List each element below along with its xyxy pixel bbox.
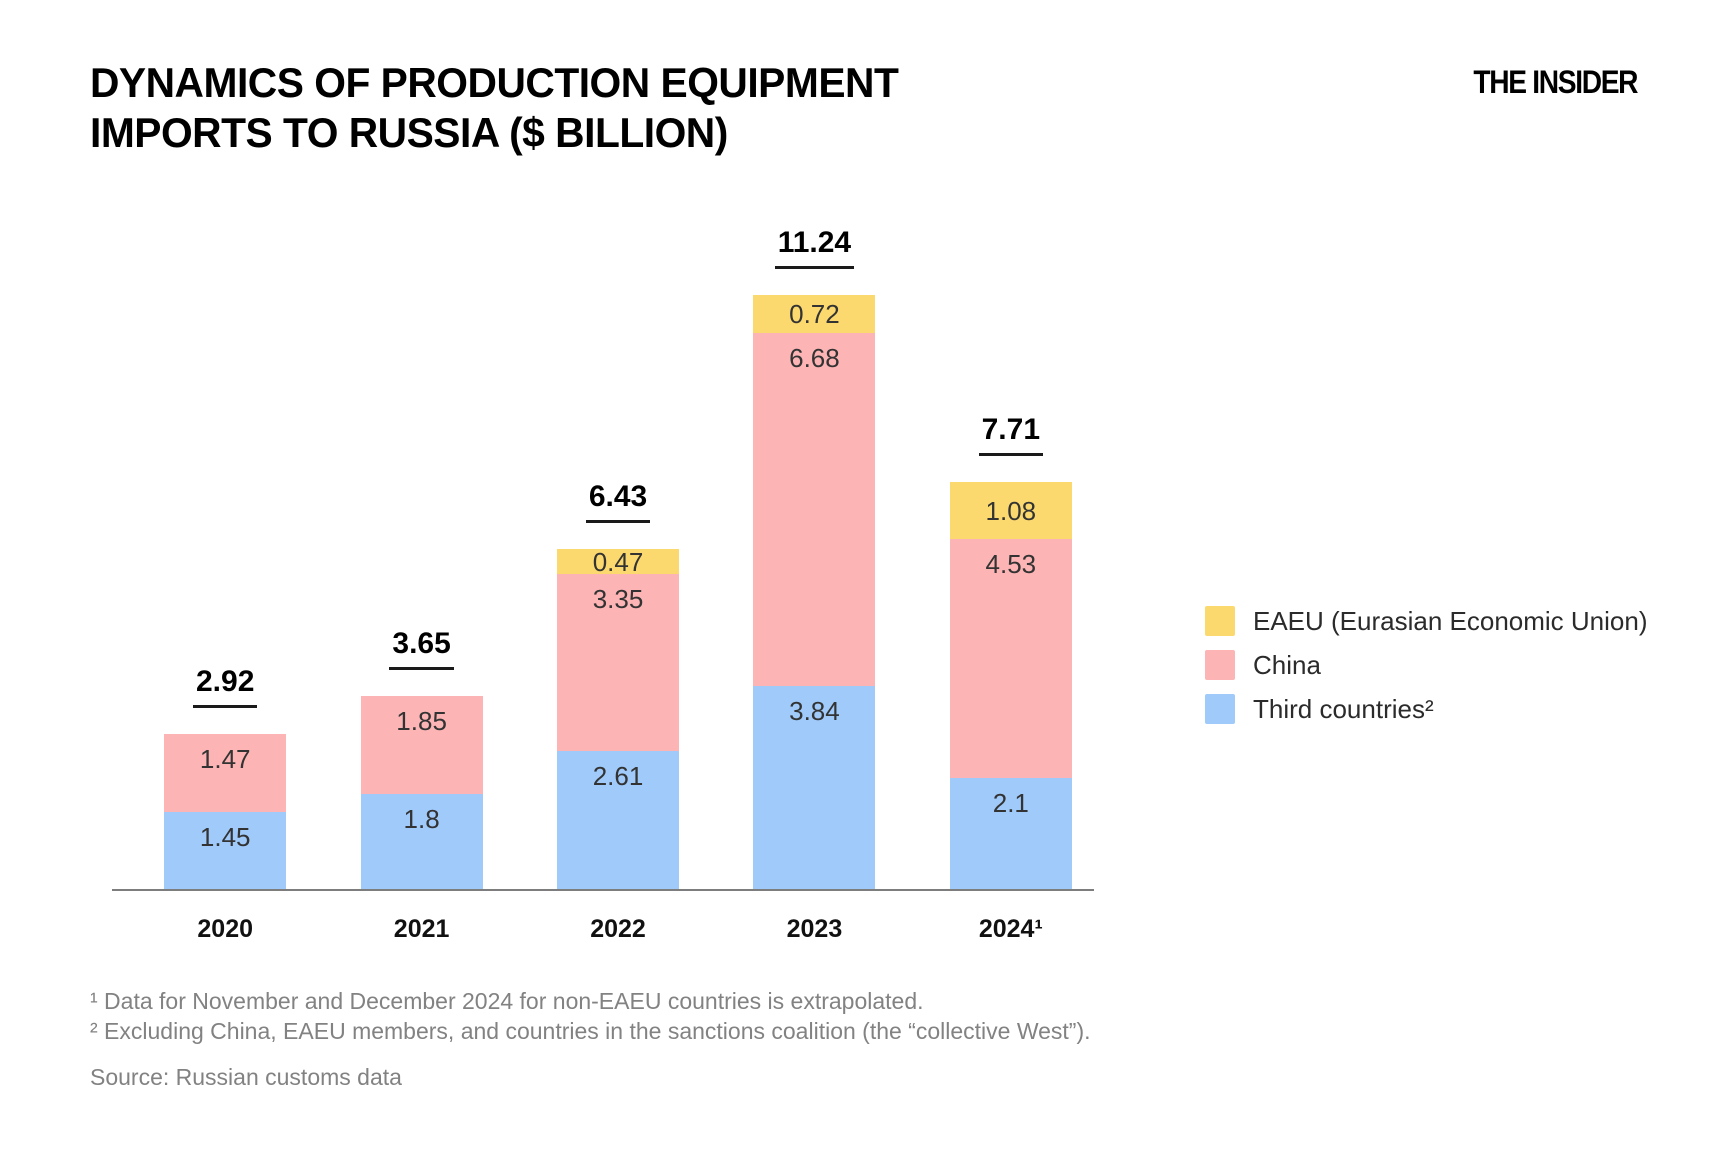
bar-total-label: 7.71 — [978, 413, 1044, 456]
bar-segment-value: 1.08 — [985, 495, 1037, 526]
bar-segment-value: 1.47 — [199, 744, 251, 774]
x-axis-labels: 2020 2021 2022 2023 2024¹ — [127, 915, 1109, 944]
bar-segment: 1.85 — [360, 696, 483, 794]
footnote-2: ² Excluding China, EAEU members, and cou… — [90, 1018, 1091, 1044]
bar-segment-value: 6.68 — [789, 343, 840, 373]
bar-total-label: 3.65 — [389, 627, 454, 670]
bar-segment: 3.35 — [557, 574, 680, 751]
bar-segment: 3.84 — [753, 686, 876, 889]
footnote-1: ¹ Data for November and December 2024 fo… — [90, 988, 924, 1014]
x-axis-tick-label: 2022 — [590, 915, 646, 943]
bar-segment-value: 1.8 — [403, 804, 440, 834]
stacked-bar: 0.47 3.35 2.61 — [557, 546, 680, 889]
legend-label: Third countries² — [1253, 693, 1434, 724]
bar-segment-value: 0.72 — [789, 299, 840, 329]
bar-segment: 2.1 — [949, 778, 1072, 889]
x-axis-tick-label: 2021 — [393, 915, 450, 943]
x-axis-line — [112, 889, 1094, 891]
bar-group: 2.92 1.47 1.45 — [127, 665, 323, 889]
bar-segment: 6.68 — [753, 333, 876, 686]
legend: EAEU (Eurasian Economic Union) China Third… — [1205, 606, 1648, 724]
page-title-line1: DYNAMICS OF PRODUCTION EQUIPMENT — [90, 59, 899, 106]
bar-segment: 2.61 — [557, 751, 680, 889]
bar-segment: 0.47 — [557, 546, 680, 577]
bars-row: 2.92 1.47 1.45 3.65 1.85 1.8 6.43 0.47 3.35 2.61 1… — [127, 196, 1109, 889]
stacked-bar: 1.08 4.53 2.1 — [949, 482, 1072, 889]
bar-segment-value: 1.45 — [199, 822, 251, 852]
bar-segment-value: 3.84 — [789, 696, 840, 726]
bar-segment-value: 2.61 — [592, 761, 644, 791]
brand-logo: THE INSIDER — [1473, 64, 1638, 100]
bar-group: 11.24 0.72 6.68 3.84 — [716, 226, 912, 889]
legend-item: China — [1205, 650, 1648, 680]
footnotes: ¹ Data for November and December 2024 fo… — [90, 986, 1091, 1092]
bar-group: 7.71 1.08 4.53 2.1 — [913, 413, 1109, 889]
bar-segment-value: 2.1 — [992, 788, 1029, 818]
x-axis-tick-label: 2020 — [197, 915, 254, 943]
bar-segment: 1.45 — [164, 812, 287, 889]
stacked-bar: 1.47 1.45 — [164, 734, 287, 889]
stacked-bar: 0.72 6.68 3.84 — [753, 295, 876, 889]
bar-segment: 4.53 — [949, 539, 1072, 778]
bar-segment: 1.8 — [360, 794, 483, 889]
legend-item: EAEU (Eurasian Economic Union) — [1205, 606, 1648, 636]
legend-swatch — [1205, 606, 1235, 636]
bar-segment-value: 3.35 — [592, 584, 644, 614]
page-title: DYNAMICS OF PRODUCTION EQUIPMENT IMPORTS… — [90, 58, 899, 158]
bar-segment: 1.08 — [949, 482, 1072, 539]
stacked-bar: 1.85 1.8 — [360, 696, 483, 889]
source-note: Source: Russian customs data — [90, 1064, 402, 1090]
bar-group: 3.65 1.85 1.8 — [323, 627, 519, 889]
legend-label: China — [1253, 649, 1321, 680]
bar-total-label: 11.24 — [774, 226, 855, 269]
bar-segment: 0.72 — [753, 295, 876, 333]
bar-segment-value: 4.53 — [985, 549, 1037, 579]
bar-group: 6.43 0.47 3.35 2.61 — [520, 480, 716, 889]
x-axis-tick-label: 2024¹ — [978, 915, 1043, 943]
bar-segment: 1.47 — [164, 734, 287, 812]
legend-swatch — [1205, 650, 1235, 680]
bar-segment-value: 1.85 — [396, 706, 447, 736]
bar-total-label: 6.43 — [585, 480, 651, 523]
bar-total-label: 2.92 — [193, 665, 258, 708]
legend-item: Third countries² — [1205, 694, 1648, 724]
legend-label: EAEU (Eurasian Economic Union) — [1253, 605, 1648, 636]
bar-segment-value: 0.47 — [592, 546, 644, 577]
page-title-line2: IMPORTS TO RUSSIA ($ BILLION) — [90, 109, 728, 156]
legend-swatch — [1205, 694, 1235, 724]
x-axis-tick-label: 2023 — [786, 915, 843, 943]
